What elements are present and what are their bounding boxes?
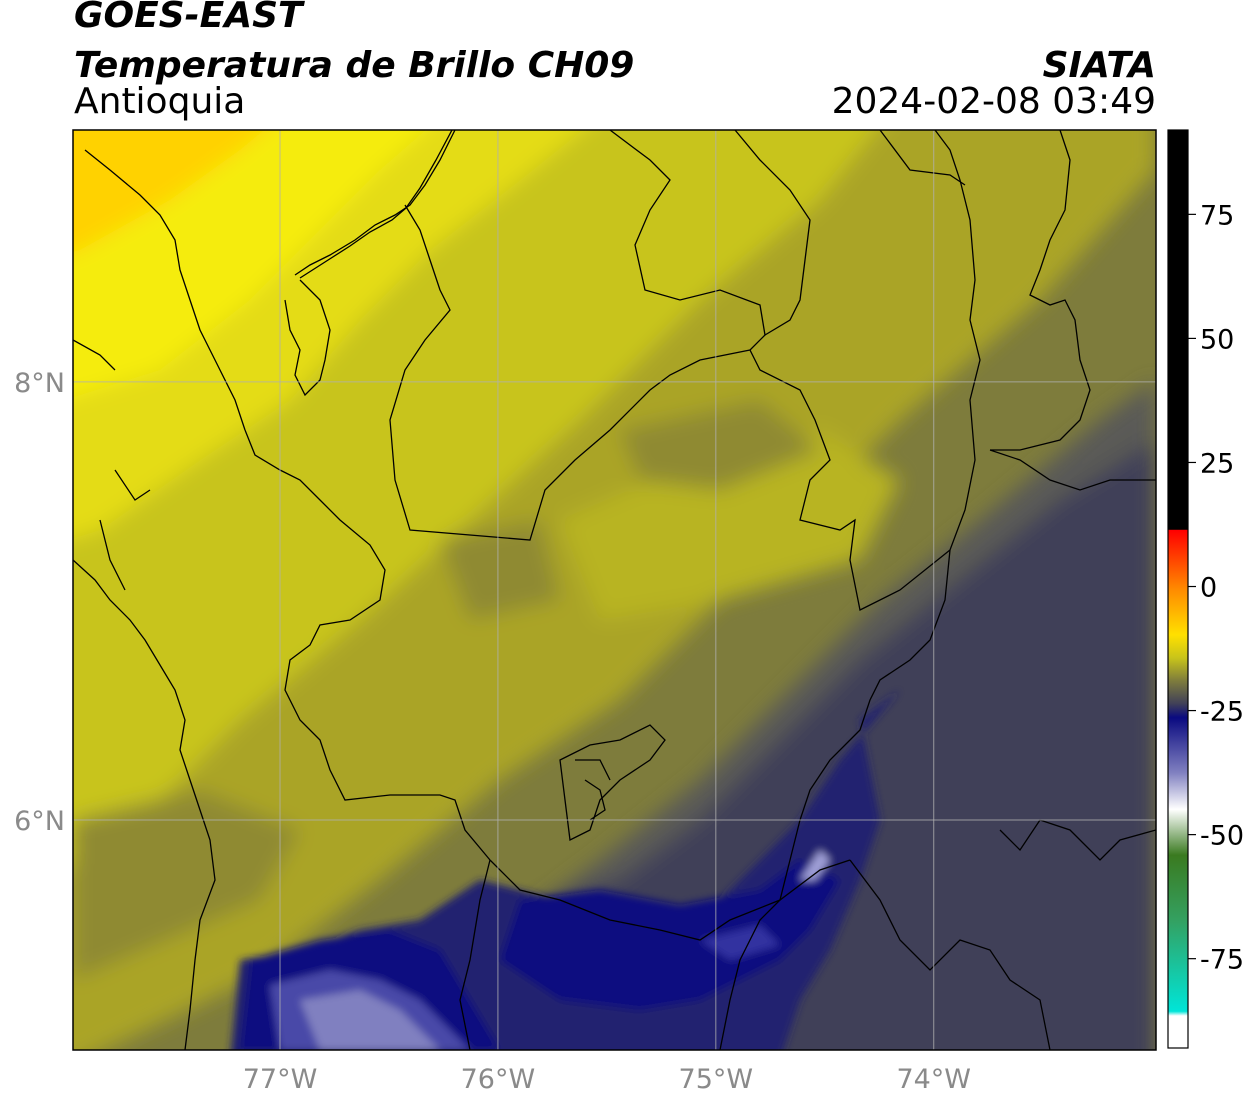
boyaca-south-border bbox=[999, 819, 1156, 861]
boyaca-border bbox=[989, 449, 1156, 491]
colorbar-tick-label: -75 bbox=[1200, 945, 1244, 976]
coastline-darien bbox=[84, 149, 246, 431]
colorbar bbox=[1168, 130, 1188, 1048]
colorbar-tick-label: 0 bbox=[1200, 573, 1217, 604]
colorbar-tick-label: -50 bbox=[1200, 821, 1244, 852]
organization-label: SIATA bbox=[1042, 45, 1156, 86]
valle-aburra-border bbox=[559, 724, 666, 841]
lon-tick-labels: 77°W 76°W 75°W 74°W bbox=[243, 1064, 971, 1095]
colorbar-tick-label: -25 bbox=[1200, 697, 1244, 728]
colorbar-tick-label: 25 bbox=[1200, 448, 1234, 479]
boundaries bbox=[73, 130, 1156, 1050]
satellite-title: GOES-EAST bbox=[74, 0, 303, 36]
temperature-field bbox=[73, 130, 1156, 1050]
coastline-uraba bbox=[294, 130, 456, 276]
choco-risaralda-border bbox=[459, 859, 491, 1050]
cordoba-border bbox=[389, 204, 751, 541]
colorbar-frame bbox=[1167, 129, 1189, 1049]
antioquia-west-border bbox=[244, 429, 491, 861]
colorbar-tick-label: 50 bbox=[1200, 324, 1234, 355]
colorbar-tick-label: 75 bbox=[1200, 200, 1234, 231]
colorbar-ticks: 75 50 25 0 -25 -50 -75 bbox=[1188, 200, 1244, 976]
cundinamarca-border bbox=[849, 859, 1051, 1050]
map-frame bbox=[72, 129, 1157, 1051]
cesar-border bbox=[879, 130, 966, 186]
municipal-border bbox=[584, 779, 606, 821]
antioquia-east-border bbox=[719, 549, 951, 1050]
pacific-coast bbox=[73, 559, 216, 1050]
datetime-label: 2024-02-08 03:49 bbox=[831, 81, 1156, 122]
choco-border-n bbox=[114, 469, 151, 501]
region-label: Antioquia bbox=[74, 81, 246, 122]
lat-tick-labels: 8°N 6°N bbox=[14, 368, 65, 837]
norte-santander-border bbox=[990, 130, 1091, 451]
choco-river bbox=[99, 519, 126, 591]
coastline-uraba-inner bbox=[299, 130, 453, 279]
coastline-gulf bbox=[284, 279, 331, 397]
sucre-border bbox=[734, 130, 811, 336]
product-title: Temperatura de Brillo CH09 bbox=[74, 45, 635, 86]
gridlines bbox=[73, 130, 1156, 1050]
caldas-border bbox=[489, 859, 851, 941]
lon-tick-label: 77°W bbox=[243, 1064, 318, 1095]
lat-tick-label: 8°N bbox=[14, 368, 65, 399]
lon-tick-label: 76°W bbox=[461, 1064, 536, 1095]
coastline-panama bbox=[73, 339, 116, 371]
lat-tick-label: 6°N bbox=[14, 806, 65, 837]
lon-tick-label: 74°W bbox=[896, 1064, 971, 1095]
lon-tick-label: 75°W bbox=[679, 1064, 754, 1095]
municipal-border-2 bbox=[575, 759, 611, 781]
bolivar-santander-border bbox=[609, 130, 981, 611]
